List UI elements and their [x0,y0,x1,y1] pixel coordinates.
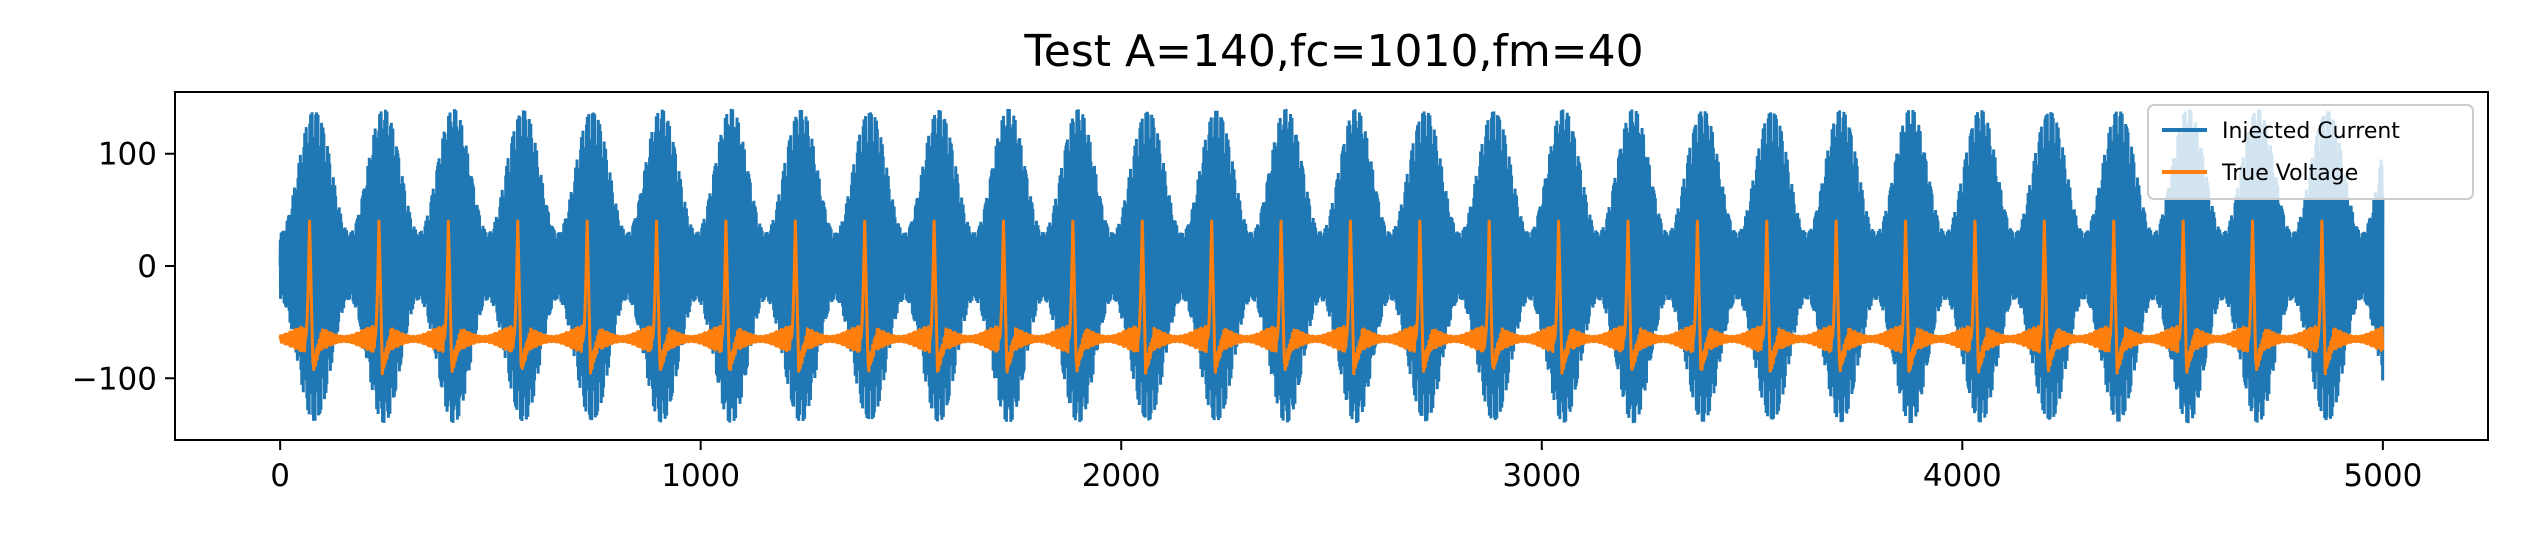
y-axis: −100 0 100 [72,137,175,397]
x-tick-label: 0 [270,458,290,494]
series-injected-current-line [278,108,2385,424]
x-tick-label: 3000 [1502,458,1581,494]
y-tick-label: −100 [72,361,157,397]
series-true-voltage-line [278,219,2385,376]
legend: Injected Current True Voltage [2147,104,2474,200]
x-tick-label: 2000 [1082,458,1161,494]
x-tick-label: 5000 [2343,458,2422,494]
x-axis: 0 1000 2000 3000 4000 5000 [270,440,2422,494]
plot-area [278,108,2385,424]
legend-label-true-voltage: True Voltage [2221,161,2358,186]
legend-box [2147,104,2474,200]
x-tick-label: 4000 [1923,458,2002,494]
y-tick-label: 100 [98,137,157,173]
legend-label-injected-current: Injected Current [2222,119,2400,144]
y-tick-label: 0 [137,249,157,285]
x-tick-label: 1000 [661,458,740,494]
chart-title: Test A=140,fc=1010,fm=40 [1023,26,1643,77]
